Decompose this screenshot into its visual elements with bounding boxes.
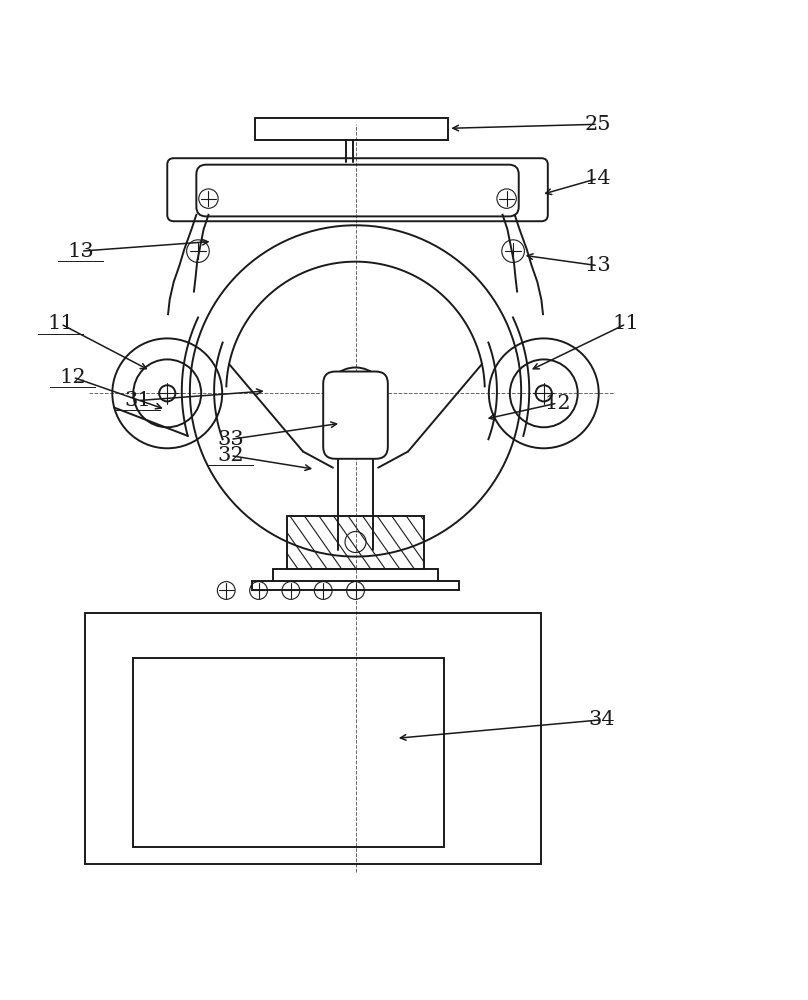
- Text: 12: 12: [545, 394, 570, 413]
- Text: 34: 34: [589, 710, 615, 729]
- Text: 13: 13: [584, 256, 612, 275]
- Text: 12: 12: [60, 368, 86, 387]
- Bar: [287, 516, 424, 569]
- Text: 25: 25: [585, 115, 611, 134]
- Text: 11: 11: [47, 314, 74, 333]
- Text: 13: 13: [67, 242, 95, 261]
- Bar: [255, 118, 448, 140]
- Text: 33: 33: [217, 430, 244, 449]
- Text: 14: 14: [585, 169, 611, 188]
- Bar: [133, 658, 444, 847]
- FancyBboxPatch shape: [323, 372, 388, 459]
- Bar: [85, 613, 541, 864]
- Text: 31: 31: [124, 391, 151, 410]
- Text: 32: 32: [217, 446, 243, 465]
- Text: 11: 11: [612, 314, 640, 333]
